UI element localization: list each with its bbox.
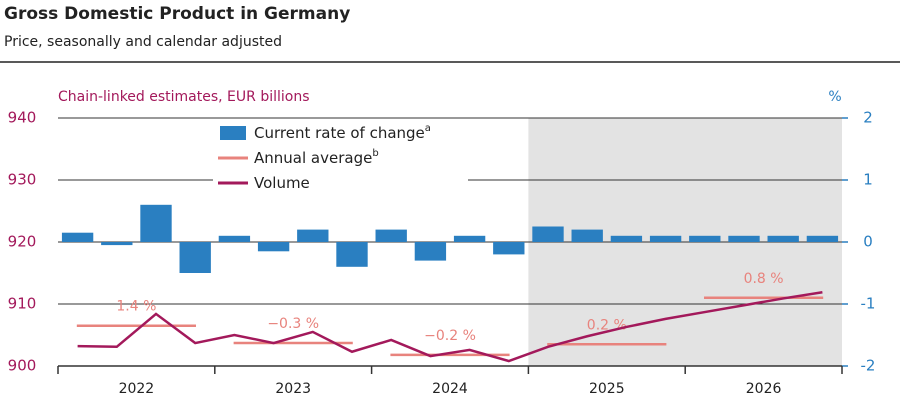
x-tick-label: 2025 xyxy=(589,381,625,397)
volume-line xyxy=(77,290,823,363)
legend-swatch xyxy=(220,126,246,140)
y-tick-label: 920 xyxy=(8,233,37,251)
bar xyxy=(689,235,721,242)
annual-growth-label: 0.8 % xyxy=(744,271,784,287)
bar xyxy=(767,235,799,242)
legend-name: Annual average xyxy=(254,149,372,167)
x-tick-label: 2026 xyxy=(746,381,782,397)
annual-growth-label: −0.2 % xyxy=(424,328,476,344)
legend-name: Volume xyxy=(254,174,310,192)
bar xyxy=(532,226,564,242)
bar xyxy=(140,204,172,242)
y2-tick-label: 1 xyxy=(863,171,873,189)
bar xyxy=(375,229,407,242)
bar xyxy=(414,242,447,261)
y2-tick-label: 0 xyxy=(863,233,873,251)
y2-tick-label: 2 xyxy=(863,109,873,127)
bar xyxy=(649,235,682,242)
legend-box xyxy=(213,121,468,197)
bar xyxy=(179,242,211,273)
bar xyxy=(61,232,94,242)
annual-growth-label: 1.4 % xyxy=(116,299,156,315)
legend-footnote: a xyxy=(425,123,431,134)
legend-footnote: b xyxy=(372,148,378,159)
bar xyxy=(218,235,251,242)
bar xyxy=(493,242,525,255)
bar xyxy=(257,242,290,252)
chart-subtitle: Price, seasonally and calendar adjusted xyxy=(4,34,282,50)
y-tick-label: 900 xyxy=(8,357,37,375)
bar xyxy=(297,229,329,242)
bar xyxy=(728,235,760,242)
legend-label: Current rate of changea xyxy=(254,123,431,142)
bar xyxy=(571,229,603,242)
annual-growth-label: −0.3 % xyxy=(267,316,319,332)
bar xyxy=(806,235,839,242)
x-tick-label: 2022 xyxy=(119,381,155,397)
bar xyxy=(101,242,133,246)
y2-axis-title: % xyxy=(828,89,841,105)
y-axis-title: Chain-linked estimates, EUR billions xyxy=(58,89,310,105)
bar xyxy=(453,235,486,242)
legend-label: Volume xyxy=(254,174,310,192)
y2-tick-label: -2 xyxy=(861,357,876,375)
legend-name: Current rate of change xyxy=(254,124,425,142)
x-tick-label: 2024 xyxy=(432,381,468,397)
y-tick-label: 940 xyxy=(8,109,37,127)
y2-tick-label: -1 xyxy=(861,295,876,313)
bar xyxy=(610,235,643,242)
bar xyxy=(336,242,368,267)
y-tick-label: 910 xyxy=(8,295,37,313)
y-tick-label: 930 xyxy=(8,171,37,189)
chart-title: Gross Domestic Product in Germany xyxy=(4,4,350,24)
x-tick-label: 2023 xyxy=(275,381,311,397)
legend-label: Annual averageb xyxy=(254,148,379,167)
